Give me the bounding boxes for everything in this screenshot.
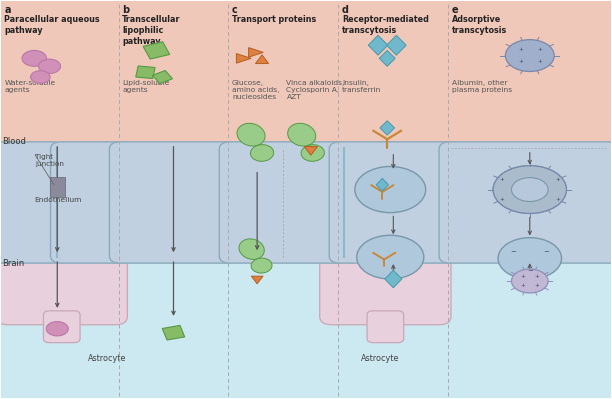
Polygon shape — [385, 270, 402, 288]
Polygon shape — [255, 55, 269, 63]
Text: Astrocyte: Astrocyte — [88, 354, 127, 363]
Polygon shape — [236, 53, 251, 63]
Polygon shape — [387, 35, 406, 55]
Polygon shape — [368, 35, 388, 55]
Circle shape — [47, 322, 69, 336]
FancyBboxPatch shape — [0, 142, 64, 263]
Text: Transport proteins: Transport proteins — [232, 15, 316, 24]
Ellipse shape — [239, 239, 264, 259]
Text: +: + — [537, 47, 542, 52]
Ellipse shape — [250, 145, 274, 161]
Text: Vinca alkaloids,
Cyclosporin A,
AZT: Vinca alkaloids, Cyclosporin A, AZT — [286, 80, 345, 100]
Text: Lipid-soluble
agents: Lipid-soluble agents — [122, 80, 170, 93]
Circle shape — [493, 166, 567, 213]
Text: +: + — [534, 283, 539, 288]
Text: Transcellular
lipophilic
pathway: Transcellular lipophilic pathway — [122, 15, 181, 46]
FancyBboxPatch shape — [439, 142, 612, 263]
Circle shape — [357, 235, 424, 279]
FancyBboxPatch shape — [51, 142, 128, 263]
Text: b: b — [122, 5, 129, 15]
Circle shape — [39, 59, 61, 73]
FancyBboxPatch shape — [43, 311, 80, 343]
Ellipse shape — [301, 145, 324, 161]
FancyBboxPatch shape — [329, 142, 457, 263]
Text: Water-soluble
agents: Water-soluble agents — [4, 80, 56, 93]
Polygon shape — [380, 121, 395, 135]
Text: d: d — [342, 5, 349, 15]
Text: Brain: Brain — [2, 259, 24, 268]
Circle shape — [22, 50, 47, 66]
Circle shape — [493, 166, 567, 213]
Text: Endothelium: Endothelium — [34, 196, 81, 203]
Text: +: + — [555, 177, 560, 182]
Bar — [1, 148, 611, 257]
Ellipse shape — [288, 123, 316, 146]
Text: Glucose,
amino acids,
nucleosides: Glucose, amino acids, nucleosides — [232, 80, 280, 100]
Text: c: c — [232, 5, 238, 15]
Bar — [1, 257, 611, 398]
FancyBboxPatch shape — [319, 257, 451, 325]
Text: Insulin,
transferrin: Insulin, transferrin — [342, 80, 381, 93]
Text: Albumin, other
plasma proteins: Albumin, other plasma proteins — [452, 80, 512, 93]
Circle shape — [498, 238, 562, 279]
Text: −: − — [543, 249, 549, 255]
Polygon shape — [304, 146, 318, 155]
Text: e: e — [452, 5, 458, 15]
Text: Blood: Blood — [2, 137, 26, 146]
Text: +: + — [518, 59, 523, 64]
Circle shape — [512, 269, 548, 293]
Polygon shape — [248, 47, 263, 57]
Circle shape — [512, 178, 548, 201]
Bar — [1, 1, 611, 148]
Text: −: − — [527, 268, 532, 274]
Circle shape — [506, 40, 554, 71]
Text: +: + — [518, 47, 523, 52]
Text: Adsorptive
transcytosis: Adsorptive transcytosis — [452, 15, 507, 35]
Text: Astrocyte: Astrocyte — [361, 354, 400, 363]
Text: −: − — [510, 249, 517, 255]
Ellipse shape — [251, 258, 272, 273]
Text: Paracellular aqueous
pathway: Paracellular aqueous pathway — [4, 15, 100, 35]
Text: a: a — [4, 5, 11, 15]
Text: Tight
junction: Tight junction — [35, 154, 64, 167]
Polygon shape — [162, 326, 185, 340]
Text: +: + — [534, 274, 539, 279]
Text: +: + — [500, 177, 504, 182]
FancyBboxPatch shape — [219, 142, 348, 263]
Text: Receptor-mediated
transcytosis: Receptor-mediated transcytosis — [342, 15, 429, 35]
Ellipse shape — [237, 123, 265, 146]
FancyBboxPatch shape — [110, 142, 237, 263]
Polygon shape — [136, 66, 155, 79]
Polygon shape — [379, 50, 395, 66]
Circle shape — [355, 166, 426, 213]
Text: +: + — [537, 59, 542, 64]
Circle shape — [31, 71, 50, 83]
Polygon shape — [152, 71, 173, 83]
Text: +: + — [520, 274, 525, 279]
Bar — [50, 177, 65, 197]
Polygon shape — [376, 178, 389, 191]
Text: +: + — [500, 198, 504, 202]
Polygon shape — [252, 276, 263, 284]
FancyBboxPatch shape — [367, 311, 404, 343]
FancyBboxPatch shape — [0, 257, 127, 325]
Polygon shape — [143, 42, 170, 59]
Text: +: + — [555, 198, 560, 202]
Text: +: + — [520, 283, 525, 288]
